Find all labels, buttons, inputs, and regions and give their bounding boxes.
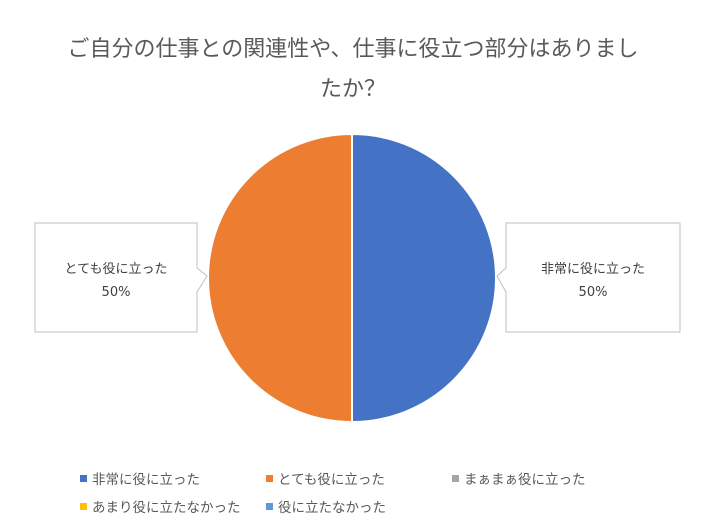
legend-item-3: まぁまぁ役に立った <box>452 468 586 488</box>
data-label-callouts: 非常に役に立った 50% とても役に立った 50% <box>34 222 681 333</box>
data-label-value: 50% <box>102 285 131 300</box>
legend-swatch-1 <box>80 474 87 482</box>
legend-label-4: あまり役に立たなかった <box>92 500 241 516</box>
data-label-callout-1: 非常に役に立った 50% <box>496 222 681 333</box>
callout-box <box>34 222 208 333</box>
legend-swatch-5 <box>266 502 273 510</box>
pie-slice-1 <box>351 132 497 424</box>
legend-label-1: 非常に役に立った <box>92 472 200 488</box>
legend-label-2: とても役に立った <box>278 472 385 488</box>
data-label-category: とても役に立った <box>65 262 168 277</box>
legend-swatch-4 <box>80 502 87 510</box>
legend-swatch-2 <box>266 474 273 482</box>
legend-label-3: まぁまぁ役に立った <box>464 472 586 488</box>
legend-item-4: あまり役に立たなかった <box>80 496 241 516</box>
legend-item-2: とても役に立った <box>266 468 385 488</box>
callout-box <box>496 222 681 333</box>
data-label-callout-2: とても役に立った 50% <box>34 222 208 333</box>
data-label-category: 非常に役に立った <box>541 262 645 277</box>
legend-item-5: 役に立たなかった <box>266 496 386 516</box>
pie-slice-2 <box>207 132 353 424</box>
legend-swatch-3 <box>452 474 459 482</box>
data-label-value: 50% <box>579 285 608 300</box>
pie-slices <box>207 132 497 424</box>
legend-item-1: 非常に役に立った <box>80 468 200 488</box>
chart-title: ご自分の仕事との関連性や、仕事に役立つ部分はありましたか？ <box>67 37 639 102</box>
legend-label-5: 役に立たなかった <box>278 500 386 516</box>
